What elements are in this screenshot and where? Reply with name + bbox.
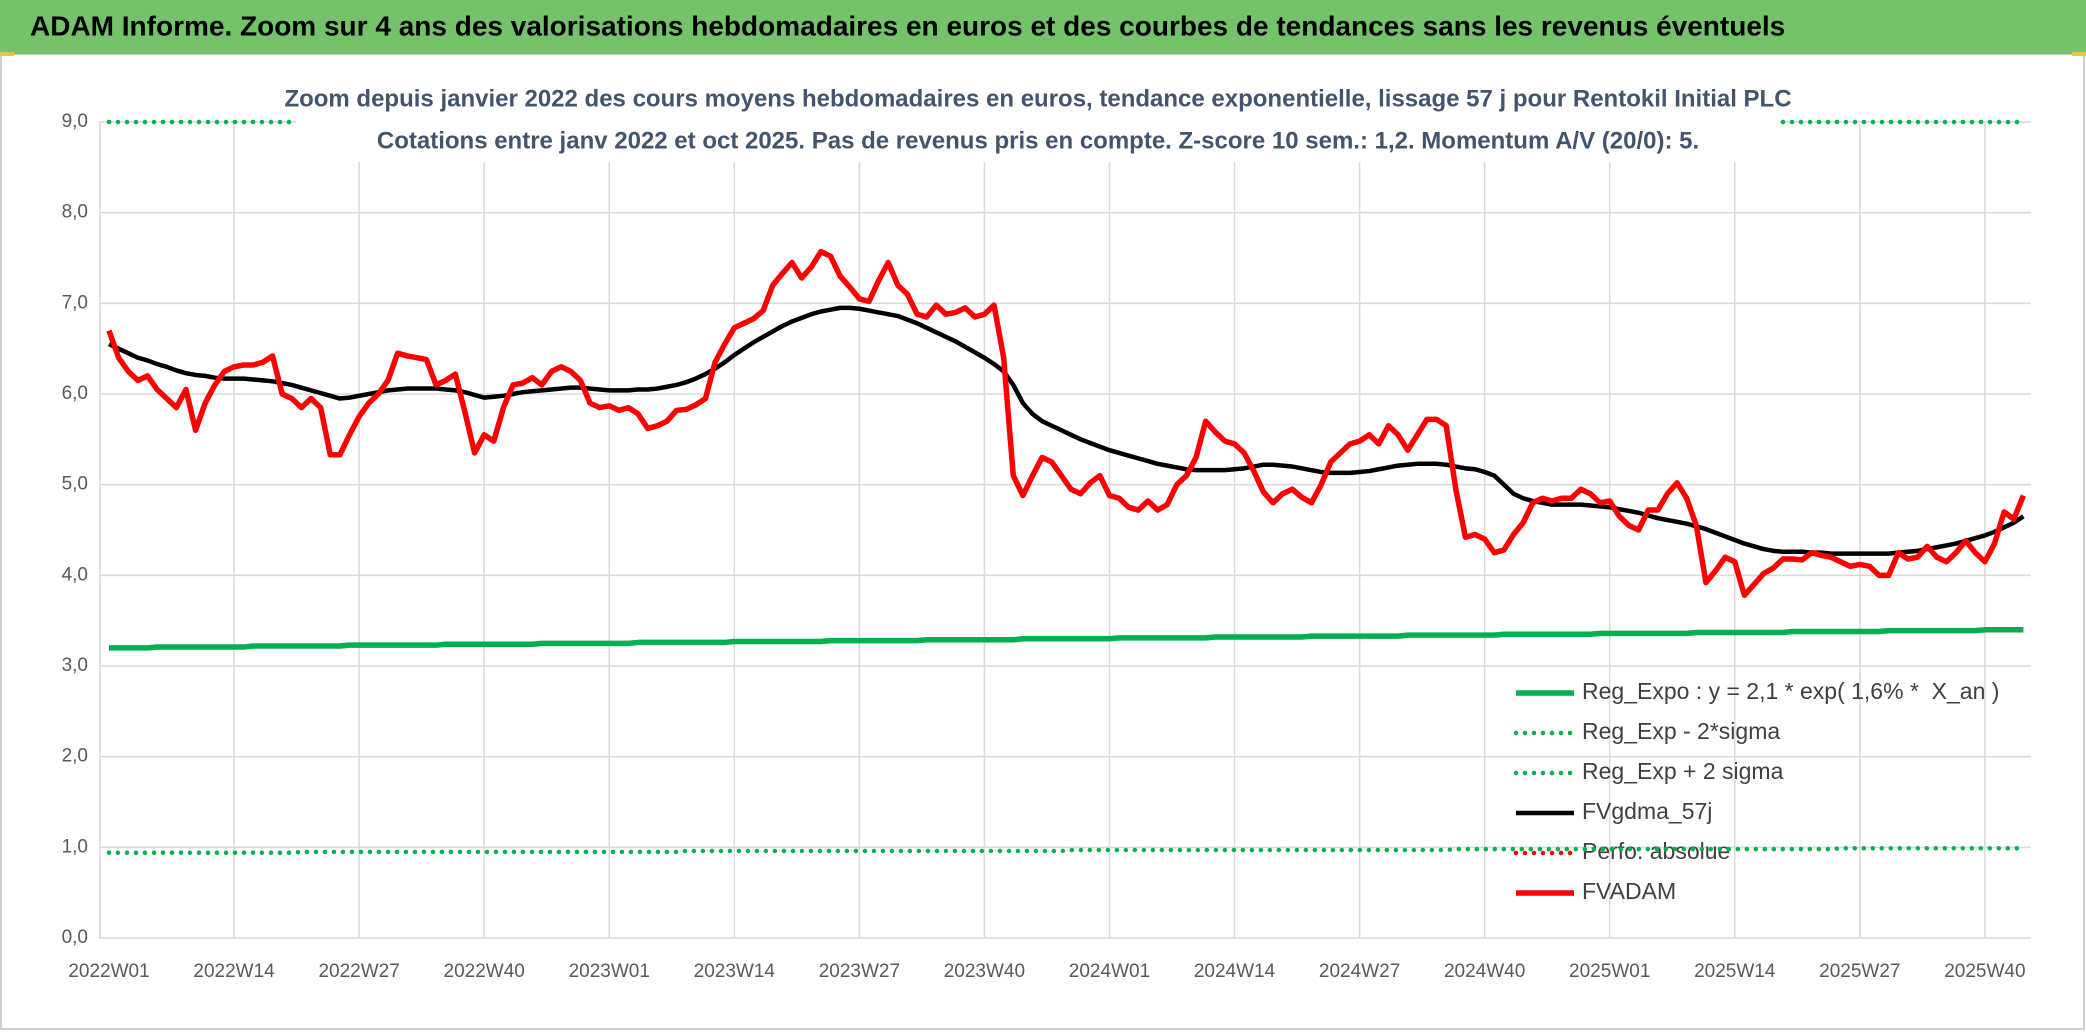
x-tick-label: 2023W14 (694, 961, 776, 982)
y-tick-label: 1,0 (62, 836, 88, 857)
x-tick-label: 2025W01 (1569, 961, 1650, 982)
x-tick-label: 2025W27 (1819, 961, 1900, 982)
corner-mark (2072, 52, 2086, 56)
series-line (108, 305, 2025, 556)
legend-label: Reg_Exp - 2*sigma (1582, 718, 1780, 744)
series-layer (106, 119, 2026, 856)
chart-subtitle: Cotations entre janv 2022 et oct 2025. P… (377, 127, 1699, 154)
legend-label: Reg_Expo : y = 2,1 * exp( 1,6% * X_an ) (1582, 678, 1999, 704)
x-tick-label: 2025W40 (1944, 961, 2025, 982)
y-tick-label: 8,0 (62, 202, 88, 223)
header-title: ADAM Informe. Zoom sur 4 ans des valoris… (30, 10, 1785, 41)
x-tick-label: 2025W14 (1694, 961, 1776, 982)
series-line (109, 626, 2024, 651)
x-tick-label: 2024W40 (1444, 961, 1525, 982)
y-tick-label: 2,0 (62, 746, 88, 767)
y-tick-label: 9,0 (62, 111, 88, 132)
x-tick-label: 2022W01 (68, 961, 149, 982)
legend-label: FVgdma_57j (1582, 798, 1712, 824)
title-box (296, 78, 1780, 162)
header-bar (0, 0, 2086, 54)
x-tick-label: 2022W40 (444, 961, 525, 982)
x-tick-label: 2023W40 (944, 961, 1025, 982)
grid: 0,0 1,0 2,0 3,0 4,0 5,0 6,0 7,0 8,0 9,0 2022W01 202… (62, 111, 2031, 982)
legend: Reg_Expo : y = 2,1 * exp( 1,6% * X_an ) R… (1513, 678, 1999, 904)
y-tick-label: 0,0 (62, 927, 88, 948)
x-tick-label: 2023W27 (819, 961, 900, 982)
chart-title: Zoom depuis janvier 2022 des cours moyen… (284, 85, 1791, 112)
x-tick-label: 2022W27 (318, 961, 399, 982)
x-tick-label: 2024W14 (1194, 961, 1276, 982)
legend-label: Reg_Exp + 2 sigma (1582, 758, 1784, 784)
chart-frame (0, 53, 2085, 1030)
x-tick-label: 2024W27 (1319, 961, 1400, 982)
y-tick-label: 3,0 (62, 655, 88, 676)
y-tick-label: 6,0 (62, 383, 88, 404)
y-tick-label: 7,0 (62, 292, 88, 313)
x-tick-label: 2023W01 (569, 961, 650, 982)
x-tick-label: 2022W14 (193, 961, 275, 982)
y-tick-label: 4,0 (62, 564, 88, 585)
legend-label: FVADAM (1582, 878, 1676, 904)
x-tick-label: 2024W01 (1069, 961, 1150, 982)
y-tick-label: 5,0 (62, 474, 88, 495)
series-line (106, 248, 2026, 599)
corner-mark (0, 52, 14, 56)
